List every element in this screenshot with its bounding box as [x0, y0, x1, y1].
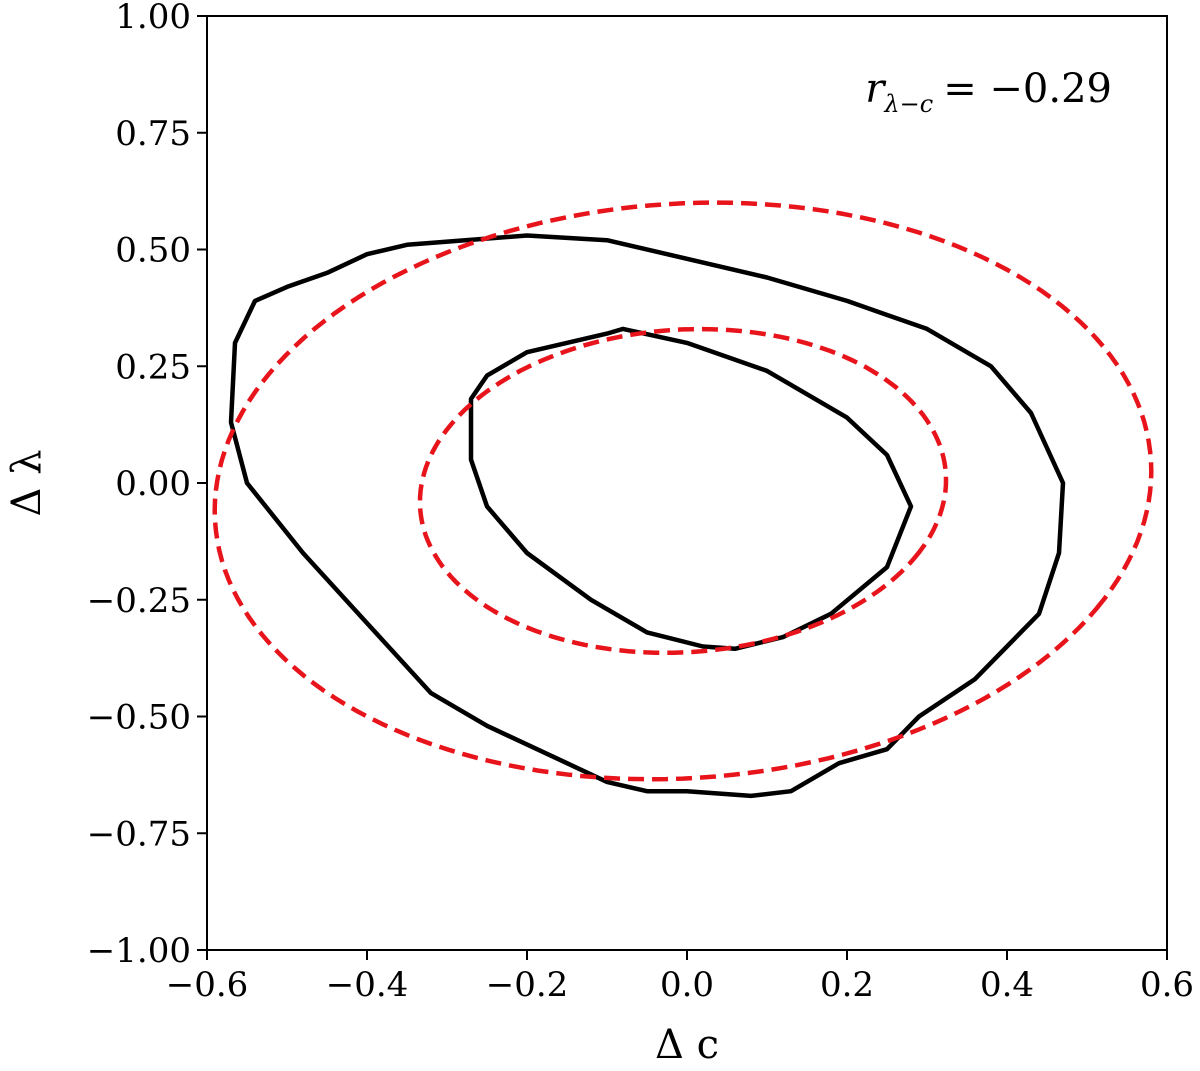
annotation-subscript: λ−c	[883, 90, 933, 118]
x-axis-ticks: −0.6 −0.4 −0.2 0.0 0.2 0.4 0.6	[166, 950, 1194, 1005]
y-tick-label: −1.00	[87, 931, 191, 971]
x-tick-label: −0.2	[486, 965, 569, 1005]
x-tick-label: 0.4	[980, 965, 1034, 1005]
plot-area	[212, 200, 1154, 799]
solid-contour-0	[468, 326, 914, 652]
y-axis-label: Δ λ	[4, 450, 50, 517]
annotation-value: = −0.29	[943, 66, 1112, 112]
y-tick-label: 0.50	[115, 231, 191, 271]
x-tick-label: 0.0	[660, 965, 714, 1005]
x-tick-label: −0.6	[166, 965, 249, 1005]
y-axis-ticks: −1.00 −0.75 −0.50 −0.25 0.00 0.25 0.50 0.75 1.00	[87, 0, 207, 971]
solid-contour-1	[228, 233, 1066, 799]
annotation-prefix: r	[865, 66, 887, 112]
y-tick-label: −0.50	[87, 698, 191, 738]
dashed-ellipse-contour-2	[417, 326, 949, 656]
x-axis-label: Δ c	[655, 1022, 719, 1068]
y-tick-label: 0.75	[115, 114, 191, 154]
dashed-ellipse-contour-3	[212, 200, 1154, 782]
x-tick-label: 0.6	[1140, 965, 1194, 1005]
y-tick-label: −0.25	[87, 581, 191, 621]
x-tick-label: 0.2	[820, 965, 874, 1005]
y-tick-label: −0.75	[87, 814, 191, 854]
y-tick-label: 0.25	[115, 347, 191, 387]
plot-frame	[206, 15, 1168, 951]
x-tick-label: −0.4	[326, 965, 409, 1005]
correlation-annotation: rλ−c = −0.29	[865, 66, 1112, 118]
y-tick-label: 0.00	[115, 464, 191, 504]
y-tick-label: 1.00	[115, 0, 191, 37]
